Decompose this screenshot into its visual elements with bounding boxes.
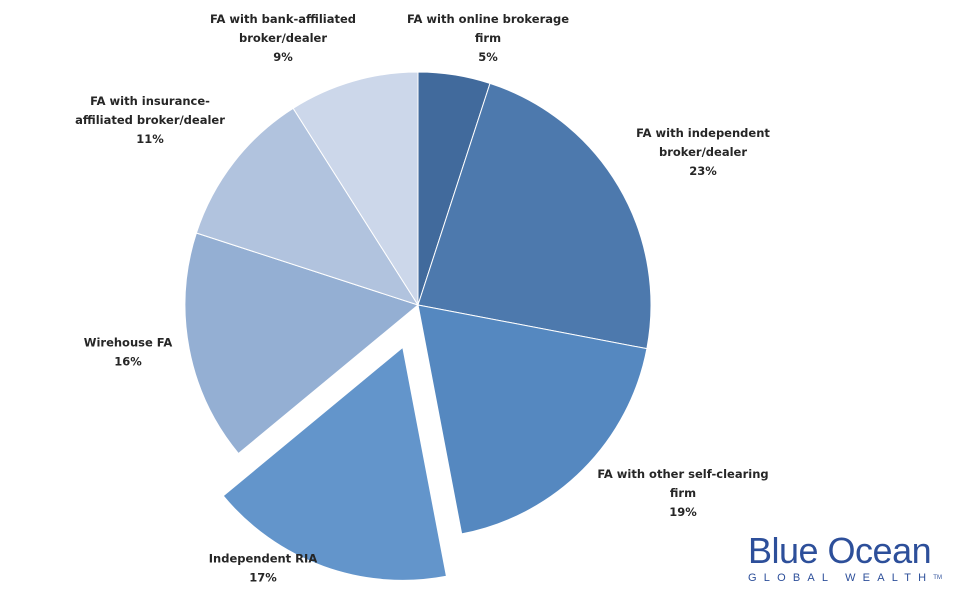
pie-slices (185, 72, 651, 580)
slice-label-0: FA with online brokerage firm 5% (407, 12, 569, 64)
slice-label-line-2-1: firm (670, 486, 696, 500)
slice-label-1: FA with independent broker/dealer 23% (636, 126, 770, 178)
slice-value-0: 5% (478, 50, 498, 64)
slice-label-line-0-1: firm (475, 31, 501, 45)
trademark-mark: TM (933, 575, 942, 581)
slice-label-4: Wirehouse FA 16% (84, 336, 173, 369)
slice-label-line-2-0: FA with other self-clearing (597, 467, 768, 481)
slice-label-line-6-0: FA with bank-affiliated (210, 12, 356, 26)
slice-label-line-1-0: FA with independent (636, 126, 770, 140)
slice-label-line-3-0: Independent RIA (209, 552, 318, 566)
brand-tagline: GLOBAL WEALTHTM (748, 571, 948, 585)
slice-value-1: 23% (689, 164, 717, 178)
slice-label-6: FA with bank-affiliated broker/dealer 9% (210, 12, 356, 64)
slice-label-line-1-1: broker/dealer (659, 145, 747, 159)
slice-label-5: FA with insurance-affiliated broker/deal… (75, 94, 225, 146)
slice-value-4: 16% (114, 355, 142, 369)
slice-value-2: 19% (669, 505, 697, 519)
brand-tagline-text: GLOBAL WEALTH (748, 572, 933, 584)
slice-label-line-5-0: FA with insurance- (90, 94, 210, 108)
slice-label-line-0-0: FA with online brokerage (407, 12, 569, 26)
slice-value-6: 9% (273, 50, 293, 64)
slice-label-2: FA with other self-clearing firm 19% (597, 467, 768, 519)
slice-label-line-4-0: Wirehouse FA (84, 336, 173, 350)
slice-value-5: 11% (136, 132, 164, 146)
slice-value-3: 17% (249, 571, 277, 585)
slice-label-line-6-1: broker/dealer (239, 31, 327, 45)
slice-label-3: Independent RIA 17% (209, 552, 318, 585)
blue-ocean-logo: Blue Ocean GLOBAL WEALTHTM (748, 533, 948, 593)
slice-label-line-5-1: affiliated broker/dealer (75, 113, 225, 127)
brand-name: Blue Ocean (748, 533, 948, 569)
